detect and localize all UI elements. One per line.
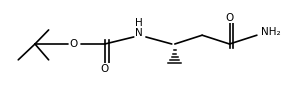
- Text: O: O: [69, 39, 78, 49]
- Text: O: O: [101, 64, 109, 74]
- Text: H: H: [135, 18, 143, 28]
- Text: N: N: [135, 28, 143, 38]
- Text: O: O: [225, 13, 234, 23]
- Text: NH₂: NH₂: [261, 27, 281, 37]
